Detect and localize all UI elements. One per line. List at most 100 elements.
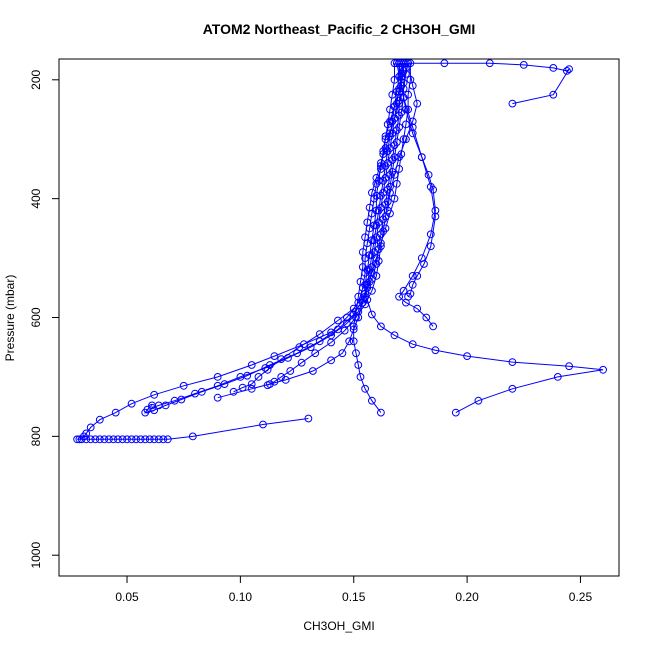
- data-point: [565, 65, 573, 73]
- y-tick-label: 600: [29, 307, 43, 327]
- data-point: [377, 322, 385, 331]
- data-point: [145, 435, 154, 444]
- data-point: [236, 373, 245, 381]
- profile-series: [383, 59, 422, 215]
- data-point: [420, 260, 428, 268]
- y-tick-label: 400: [29, 188, 43, 208]
- data-point: [386, 117, 394, 126]
- data-point: [358, 248, 367, 257]
- data-point: [417, 153, 426, 162]
- data-point: [408, 129, 417, 138]
- data-point: [334, 316, 342, 325]
- data-point: [390, 171, 399, 179]
- data-point: [404, 59, 413, 68]
- data-point: [402, 135, 410, 144]
- data-point: [143, 405, 152, 414]
- data-point: [463, 352, 472, 361]
- data-point: [392, 138, 401, 147]
- data-point: [259, 420, 267, 429]
- data-point: [368, 396, 376, 405]
- data-point: [105, 435, 113, 444]
- data-point: [413, 272, 422, 280]
- x-axis-label: CH3OH_GMI: [303, 619, 374, 633]
- data-point: [383, 197, 392, 206]
- data-point: [309, 367, 317, 375]
- data-point: [141, 435, 150, 444]
- data-point: [352, 307, 360, 316]
- data-point: [397, 72, 406, 81]
- data-point: [73, 435, 81, 444]
- data-point: [370, 221, 379, 230]
- data-point: [377, 162, 385, 170]
- data-point: [213, 381, 222, 390]
- data-point: [247, 384, 256, 393]
- data-point: [304, 414, 313, 423]
- data-point: [377, 239, 385, 248]
- data-point: [111, 408, 120, 417]
- data-point: [338, 349, 347, 358]
- data-point: [213, 393, 222, 402]
- data-point: [549, 64, 558, 72]
- data-point: [429, 322, 438, 331]
- data-point: [349, 322, 358, 331]
- data-point: [408, 117, 417, 126]
- data-point: [118, 435, 127, 444]
- data-point: [247, 380, 256, 389]
- data-point: [408, 123, 417, 132]
- data-point: [408, 280, 417, 289]
- data-point: [565, 362, 573, 371]
- data-point: [402, 120, 410, 129]
- data-point: [77, 435, 86, 444]
- data-point: [136, 435, 145, 444]
- profile-line: [364, 63, 604, 414]
- profile-line: [77, 63, 395, 440]
- data-point: [95, 435, 104, 444]
- data-point: [159, 435, 168, 444]
- data-point: [150, 435, 159, 444]
- data-point: [395, 59, 404, 68]
- data-point: [170, 396, 179, 405]
- data-point: [306, 343, 315, 352]
- data-point: [508, 99, 517, 108]
- y-tick-label: 200: [29, 69, 43, 89]
- data-point: [188, 432, 197, 441]
- profile-series: [263, 59, 410, 390]
- profiles-group: [73, 59, 607, 444]
- data-point: [399, 286, 408, 295]
- data-point: [485, 59, 494, 68]
- data-point: [352, 349, 360, 358]
- data-point: [363, 266, 372, 274]
- data-point: [327, 338, 336, 347]
- data-point: [399, 93, 408, 102]
- data-point: [179, 381, 188, 390]
- chart-title: ATOM2 Northeast_Pacific_2 CH3OH_GMI: [203, 21, 476, 37]
- data-point: [431, 346, 440, 355]
- data-point: [519, 61, 528, 69]
- data-point: [297, 358, 306, 367]
- data-point: [327, 356, 336, 365]
- profile-line: [399, 62, 570, 105]
- data-point: [356, 373, 365, 381]
- profile-line: [151, 63, 402, 409]
- y-tick-label: 1000: [29, 542, 43, 569]
- data-point: [132, 435, 141, 444]
- data-point: [365, 251, 374, 260]
- data-point: [354, 292, 363, 301]
- data-point: [377, 408, 385, 417]
- data-point: [508, 384, 517, 393]
- data-point: [254, 373, 263, 381]
- profile-line: [143, 63, 400, 414]
- data-point: [363, 218, 372, 227]
- data-point: [286, 367, 295, 375]
- data-point: [426, 182, 435, 191]
- data-point: [311, 349, 320, 358]
- x-tick-label: 0.25: [569, 590, 593, 604]
- data-point: [354, 361, 363, 369]
- x-tick-label: 0.10: [229, 590, 253, 604]
- data-point: [372, 206, 381, 215]
- data-point: [549, 90, 558, 99]
- data-point: [379, 147, 388, 156]
- data-point: [563, 67, 571, 75]
- data-point: [386, 182, 394, 191]
- data-point: [372, 191, 381, 200]
